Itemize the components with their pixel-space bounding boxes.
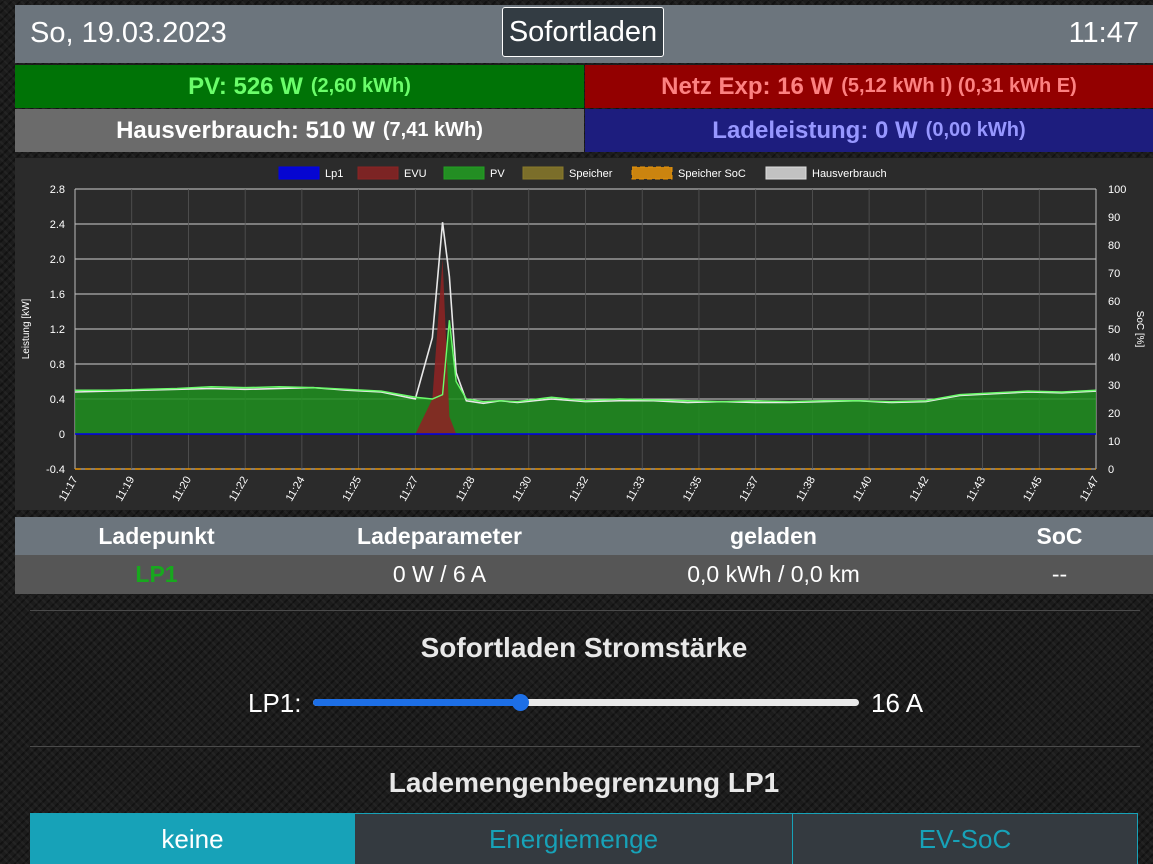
x-tick-label: 11:27 — [397, 475, 421, 504]
slider-thumb[interactable] — [512, 694, 530, 711]
y-axis-label: Leistung [kW] — [21, 298, 32, 359]
y2-axis-label: SoC [%] — [1134, 311, 1145, 348]
x-tick-label: 11:30 — [511, 475, 535, 504]
power-chart-svg: -0.4 0 0.4 0.8 1.2 1.6 2.0 2.4 2.8 0 10 20 30 40 50 60 7… — [21, 166, 1145, 504]
x-tick-label: 11:47 — [1078, 475, 1102, 504]
x-tick-label: 11:38 — [794, 475, 818, 504]
limit-option-ev-soc[interactable]: EV-SoC — [793, 814, 1137, 864]
legend-label: Speicher — [569, 168, 613, 180]
pv-energy: (2,60 kWh) — [310, 75, 411, 97]
y2-tick-label: 30 — [1108, 380, 1120, 392]
slider-fill — [313, 699, 521, 706]
header-ladepunkt: Ladepunkt — [98, 522, 215, 549]
house-energy: (7,41 kWh) — [382, 119, 483, 141]
power-chart[interactable]: -0.4 0 0.4 0.8 1.2 1.6 2.0 2.4 2.8 0 10 20 30 40 50 60 7… — [15, 158, 1153, 510]
legend-label: PV — [490, 168, 505, 180]
grid-power: Netz Exp: 16 W — [661, 72, 834, 100]
x-tick-label: 11:40 — [851, 475, 875, 504]
y-tick-label: 2.8 — [50, 184, 65, 196]
y2-tick-label: 90 — [1108, 212, 1120, 224]
x-tick-label: 11:25 — [340, 475, 364, 504]
header-ladeparameter: Ladeparameter — [357, 522, 522, 549]
y2-tick-label: 40 — [1108, 352, 1120, 364]
current-section-title: Sofortladen Stromstärke — [420, 632, 748, 663]
legend-swatch — [443, 166, 485, 180]
limit-option-keine[interactable]: keine — [31, 814, 355, 864]
current-value: 16 A — [871, 688, 924, 718]
house-power: Hausverbrauch: 510 W — [116, 116, 375, 144]
y-tick-label: 0.4 — [50, 394, 65, 406]
x-tick-label: 11:19 — [114, 475, 138, 504]
x-tick-label: 11:20 — [170, 475, 194, 504]
chargepoint-charged: 0,0 kWh / 0,0 km — [687, 561, 860, 587]
y-tick-label: -0.4 — [46, 464, 65, 476]
y-tick-label: 0.8 — [50, 359, 65, 371]
y-tick-label: 1.2 — [50, 324, 65, 336]
pv-line — [75, 320, 1097, 403]
header-soc: SoC — [1036, 522, 1083, 549]
grid-tile: Netz Exp: 16 W (5,12 kWh I) (0,31 kWh E) — [585, 65, 1153, 108]
limit-selector: keine Energiemenge EV-SoC — [30, 813, 1138, 864]
y2-tick-label: 60 — [1108, 296, 1120, 308]
y2-tick-label: 10 — [1108, 436, 1120, 448]
legend-label: Speicher SoC — [678, 168, 746, 180]
y-tick-label: 1.6 — [50, 289, 65, 301]
charging-energy: (0,00 kWh) — [925, 119, 1026, 141]
y-tick-label: 2.4 — [50, 219, 65, 231]
table-header: Ladepunkt Ladeparameter geladen SoC — [15, 517, 1153, 555]
divider — [30, 610, 1140, 611]
chargepoint-table: Ladepunkt Ladeparameter geladen SoC LP1 … — [15, 517, 1153, 594]
y2-tick-label: 50 — [1108, 324, 1120, 336]
chargepoint-name[interactable]: LP1 — [135, 561, 178, 587]
charge-mode-button[interactable]: Sofortladen — [502, 7, 664, 57]
table-row[interactable]: LP1 0 W / 6 A 0,0 kWh / 0,0 km -- — [15, 555, 1153, 594]
pv-power: PV: 526 W — [188, 72, 303, 100]
charging-power-tile: Ladeleistung: 0 W (0,00 kWh) — [585, 109, 1153, 152]
legend-label: Lp1 — [325, 168, 343, 180]
time-display: 11:47 — [1068, 17, 1139, 49]
x-tick-label: 11:17 — [57, 475, 81, 504]
grid-energy: (5,12 kWh I) (0,31 kWh E) — [841, 75, 1077, 97]
pv-tile: PV: 526 W (2,60 kWh) — [15, 65, 584, 108]
legend-label: Hausverbrauch — [812, 168, 887, 180]
x-tick-label: 11:33 — [624, 475, 648, 504]
header-bar: So, 19.03.2023 Sofortladen 11:47 — [15, 5, 1153, 63]
current-slider-label: LP1: — [248, 688, 302, 718]
legend-swatch — [522, 166, 564, 180]
current-slider[interactable] — [313, 694, 859, 711]
date-display: So, 19.03.2023 — [30, 17, 227, 49]
x-tick-label: 11:32 — [567, 475, 591, 504]
legend-swatch — [357, 166, 399, 180]
divider — [30, 746, 1140, 747]
y-tick-label: 2.0 — [50, 254, 65, 266]
limit-option-energiemenge[interactable]: Energiemenge — [355, 814, 793, 864]
x-tick-label: 11:42 — [908, 475, 932, 504]
x-tick-label: 11:22 — [227, 475, 251, 504]
x-tick-label: 11:28 — [454, 475, 478, 504]
y2-tick-label: 80 — [1108, 240, 1120, 252]
limit-section-title: Lademengenbegrenzung LP1 — [388, 767, 780, 798]
x-tick-label: 11:43 — [964, 475, 988, 504]
legend-swatch — [765, 166, 807, 180]
chargepoint-param: 0 W / 6 A — [392, 561, 487, 587]
x-tick-label: 11:35 — [681, 475, 705, 504]
x-tick-label: 11:45 — [1021, 475, 1045, 504]
header-geladen: geladen — [730, 522, 817, 549]
house-consumption-tile: Hausverbrauch: 510 W (7,41 kWh) — [15, 109, 584, 152]
y2-tick-label: 70 — [1108, 268, 1120, 280]
y-tick-label: 0 — [59, 429, 65, 441]
chargepoint-soc: -- — [1051, 561, 1068, 587]
pv-area — [75, 320, 1096, 434]
x-tick-label: 11:24 — [284, 475, 308, 504]
y2-tick-label: 0 — [1108, 464, 1114, 476]
legend-label: EVU — [404, 168, 427, 180]
x-tick-label: 11:37 — [738, 475, 762, 504]
legend-swatch — [278, 166, 320, 180]
y2-tick-label: 100 — [1108, 184, 1126, 196]
y2-tick-label: 20 — [1108, 408, 1120, 420]
legend-swatch — [631, 166, 673, 180]
charging-power: Ladeleistung: 0 W — [712, 116, 918, 144]
